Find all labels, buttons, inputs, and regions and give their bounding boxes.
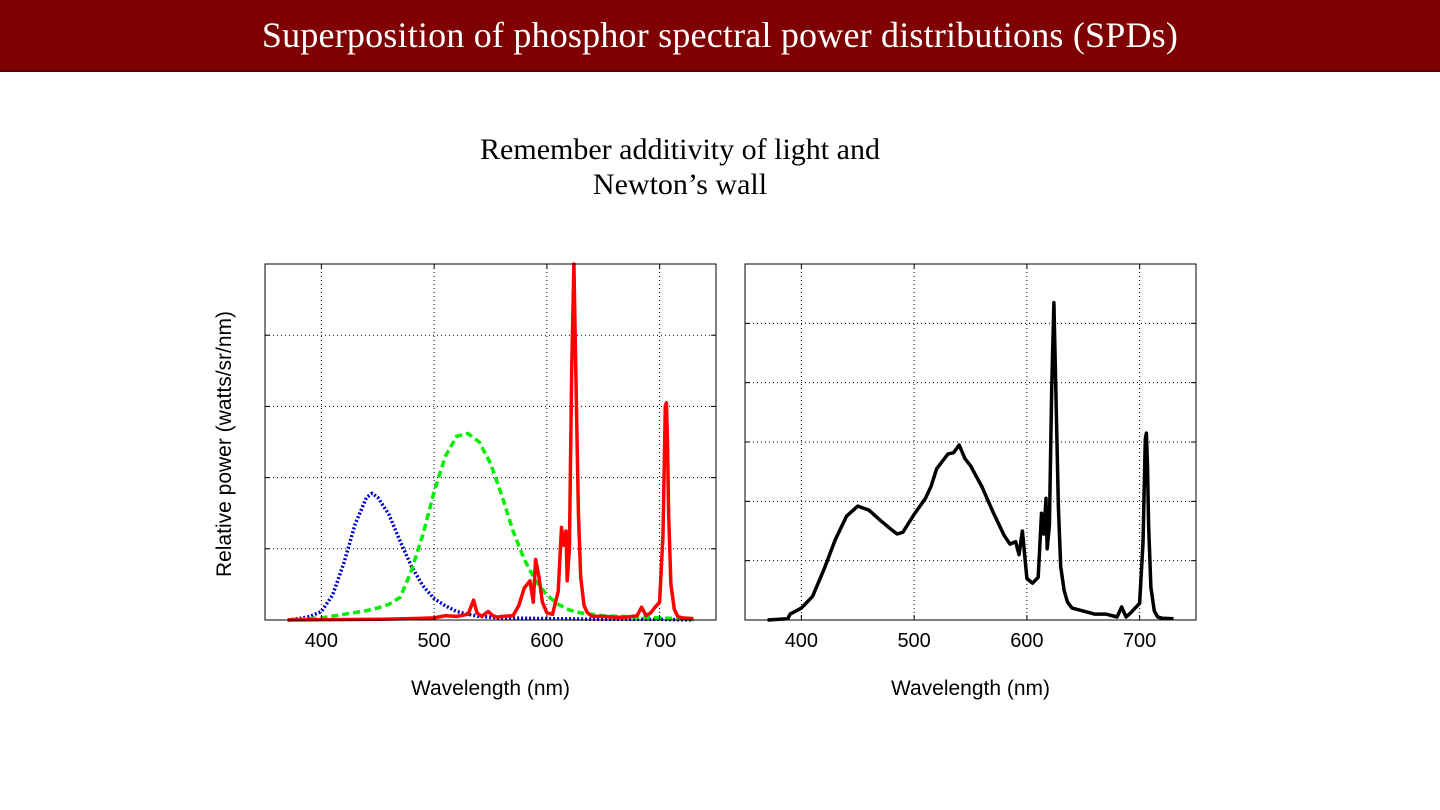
x-tick-label: 400 <box>305 630 338 652</box>
slide-title: Superposition of phosphor spectral power… <box>261 15 1179 55</box>
x-tick-label: 700 <box>643 630 676 652</box>
plot-frame <box>744 263 1197 621</box>
slide-subtitle: Remember additivity of light and Newton’… <box>380 132 980 202</box>
series-line <box>287 262 694 622</box>
subtitle-line-1: Remember additivity of light and <box>480 133 880 166</box>
summed-spd-chart: 400 500 600 700 Wavelength (nm) <box>744 263 1197 700</box>
x-tick-label: 700 <box>1123 630 1156 652</box>
plot-frame <box>264 263 717 621</box>
phosphor-spd-chart: 400 500 600 700 Wavelength (nm) Relative powe… <box>213 262 717 700</box>
title-bar: Superposition of phosphor spectral power… <box>0 0 1440 72</box>
x-tick-label: 500 <box>897 630 930 652</box>
y-axis-label: Relative power (watts/sr/nm) <box>213 311 236 577</box>
x-tick-label: 500 <box>417 630 450 652</box>
x-tick-label: 600 <box>1010 630 1043 652</box>
x-axis-label: Wavelength (nm) <box>411 677 570 700</box>
subtitle-line-2: Newton’s wall <box>592 168 768 201</box>
x-axis-label: Wavelength (nm) <box>891 677 1050 700</box>
series-line <box>287 491 694 622</box>
series-line <box>767 300 1174 622</box>
x-tick-label: 400 <box>785 630 818 652</box>
x-tick-label: 600 <box>530 630 563 652</box>
series-line <box>287 431 694 622</box>
